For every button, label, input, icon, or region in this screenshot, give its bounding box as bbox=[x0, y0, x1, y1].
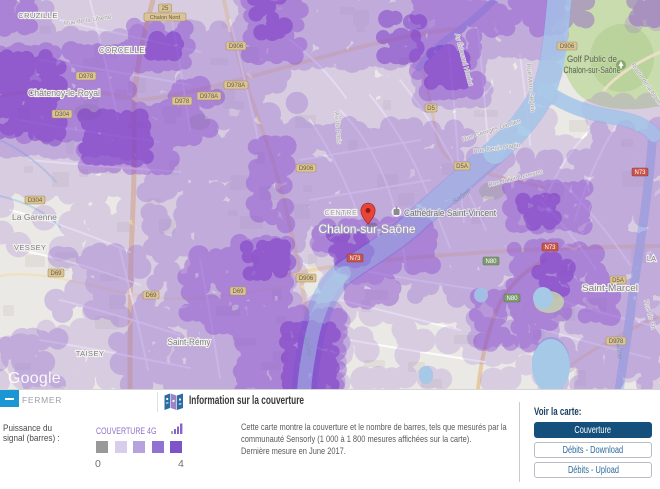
svg-text:Châtenoy-le-Royal: Châtenoy-le-Royal bbox=[28, 88, 100, 98]
svg-text:VESSEY: VESSEY bbox=[14, 243, 46, 252]
svg-text:N73: N73 bbox=[349, 256, 361, 262]
svg-text:Chalon Nord: Chalon Nord bbox=[150, 15, 180, 21]
svg-text:D906: D906 bbox=[560, 44, 575, 50]
svg-text:D906: D906 bbox=[299, 166, 314, 172]
svg-text:D978A: D978A bbox=[227, 83, 245, 89]
svg-text:Saint-Rémy: Saint-Rémy bbox=[168, 337, 211, 347]
svg-text:D69: D69 bbox=[232, 289, 244, 295]
svg-text:LA: LA bbox=[647, 254, 656, 263]
svg-text:Cathédrale Saint-Vincent: Cathédrale Saint-Vincent bbox=[404, 208, 496, 218]
svg-text:D69: D69 bbox=[145, 293, 157, 299]
svg-text:Chalon-sur-Saône: Chalon-sur-Saône bbox=[564, 65, 621, 75]
svg-text:D978: D978 bbox=[175, 99, 190, 105]
svg-text:N80: N80 bbox=[485, 259, 497, 265]
svg-text:D69: D69 bbox=[50, 271, 62, 277]
svg-text:Golf Public de: Golf Public de bbox=[567, 54, 617, 64]
svg-text:D304: D304 bbox=[28, 198, 43, 204]
svg-text:CENTRE: CENTRE bbox=[325, 210, 358, 217]
svg-text:25: 25 bbox=[162, 6, 169, 12]
svg-text:N73: N73 bbox=[634, 170, 646, 176]
svg-text:CRUZILLE: CRUZILLE bbox=[18, 11, 57, 20]
svg-text:Google: Google bbox=[8, 370, 61, 387]
svg-text:Saint-Marcel: Saint-Marcel bbox=[582, 283, 638, 294]
svg-text:TAISEY: TAISEY bbox=[76, 349, 105, 358]
svg-text:D5A: D5A bbox=[456, 164, 468, 170]
svg-text:CORCELLE: CORCELLE bbox=[99, 46, 145, 55]
svg-text:D906: D906 bbox=[229, 44, 244, 50]
svg-text:D5: D5 bbox=[427, 106, 435, 112]
svg-text:D304: D304 bbox=[55, 112, 70, 118]
svg-text:N73: N73 bbox=[544, 245, 556, 251]
svg-text:D906: D906 bbox=[299, 276, 314, 282]
svg-text:N80: N80 bbox=[506, 296, 518, 302]
svg-text:D978: D978 bbox=[79, 74, 94, 80]
svg-text:D978A: D978A bbox=[200, 94, 218, 100]
svg-text:La Garenne: La Garenne bbox=[12, 212, 57, 222]
